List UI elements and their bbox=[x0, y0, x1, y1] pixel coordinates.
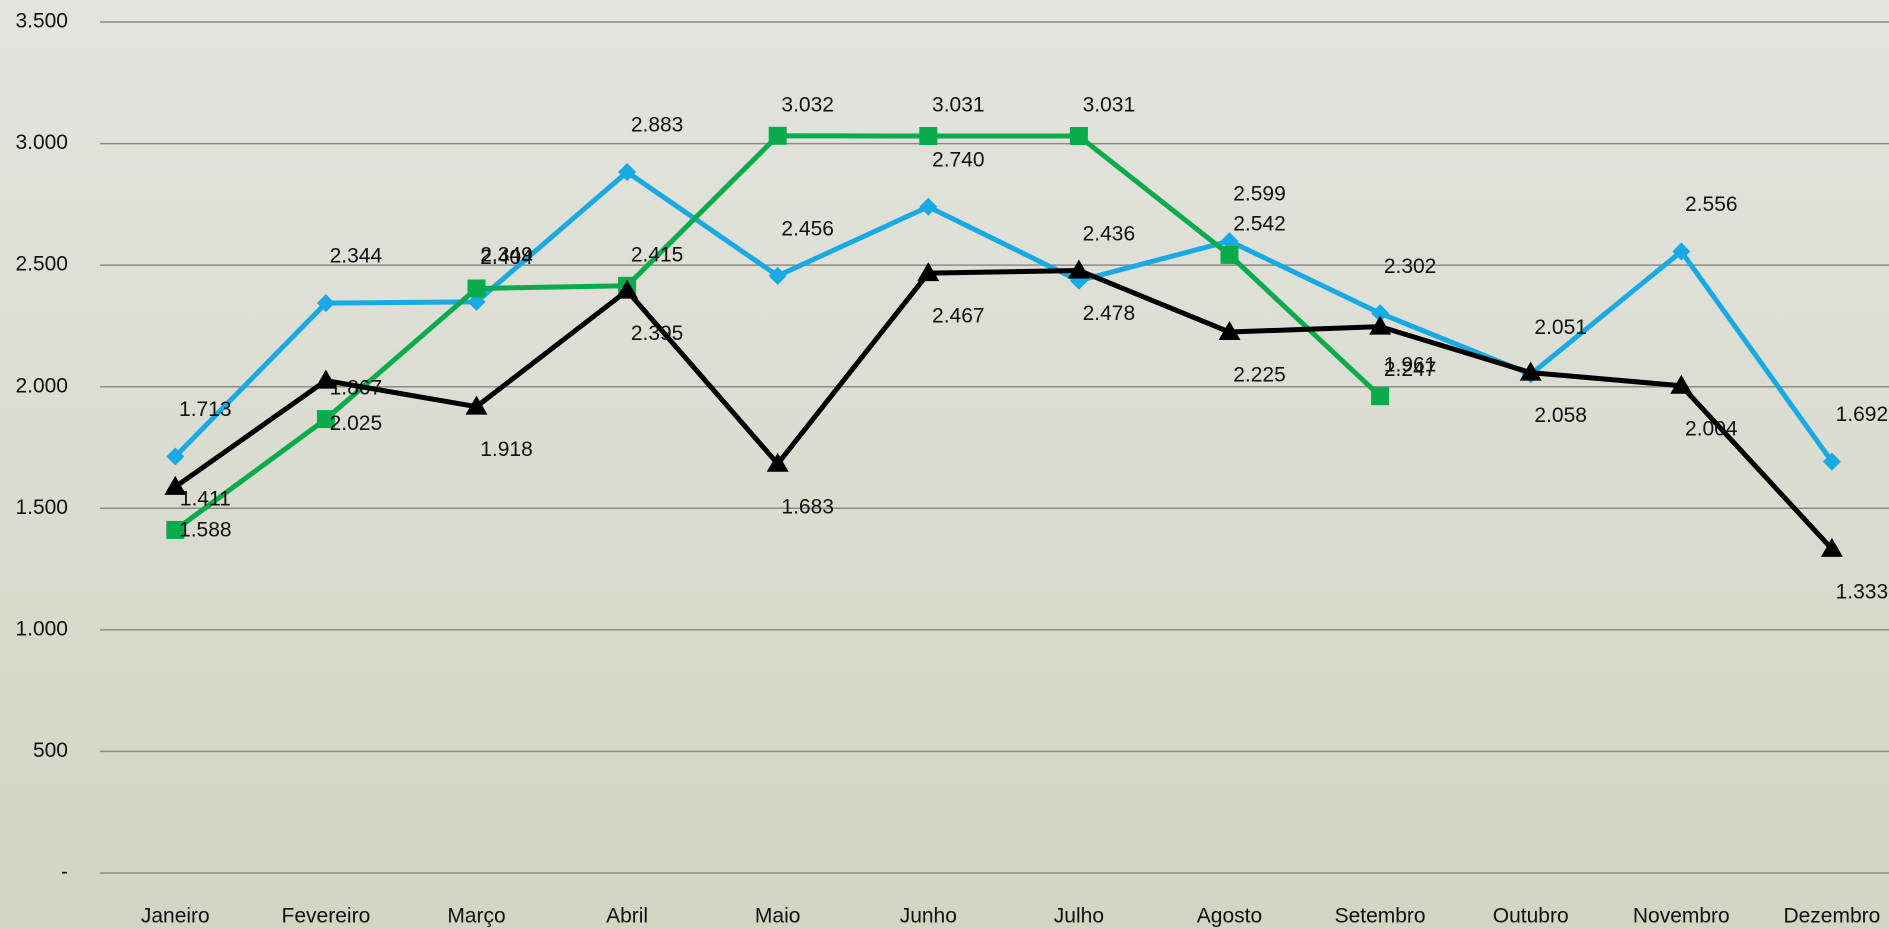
x-tick-label: Maio bbox=[755, 905, 801, 928]
data-label: 2.025 bbox=[330, 412, 383, 435]
x-tick-label: Dezembro bbox=[1783, 905, 1880, 928]
marker bbox=[919, 127, 937, 145]
data-label: 3.031 bbox=[932, 94, 985, 117]
data-label: 2.415 bbox=[631, 243, 684, 266]
data-label: 2.004 bbox=[1685, 417, 1738, 440]
x-tick-label: Outubro bbox=[1493, 905, 1569, 928]
data-label: 2.225 bbox=[1233, 364, 1286, 387]
y-tick-label: 3.500 bbox=[15, 10, 68, 33]
data-label: 1.333 bbox=[1836, 580, 1889, 603]
data-label: 1.713 bbox=[179, 398, 232, 421]
data-label: 3.032 bbox=[781, 93, 834, 116]
y-tick-label: 1.000 bbox=[15, 617, 68, 640]
y-tick-label: 2.500 bbox=[15, 253, 68, 276]
data-label: 1.692 bbox=[1836, 403, 1889, 426]
marker bbox=[1221, 246, 1239, 264]
data-label: 2.058 bbox=[1534, 404, 1587, 427]
marker bbox=[769, 127, 787, 145]
marker bbox=[1371, 387, 1389, 405]
data-label: 1.918 bbox=[480, 438, 533, 461]
data-label: 2.556 bbox=[1685, 193, 1738, 216]
y-tick-label: - bbox=[61, 861, 68, 884]
data-label: 2.344 bbox=[330, 245, 383, 268]
data-label: 2.542 bbox=[1233, 212, 1286, 235]
marker bbox=[919, 198, 937, 216]
data-label: 2.395 bbox=[631, 322, 684, 345]
data-label: 3.031 bbox=[1083, 94, 1136, 117]
data-label: 1.683 bbox=[781, 495, 834, 518]
x-tick-label: Junho bbox=[900, 905, 957, 928]
y-tick-label: 2.000 bbox=[15, 374, 68, 397]
data-label: 2.599 bbox=[1233, 183, 1286, 206]
data-label: 2.247 bbox=[1384, 358, 1437, 381]
x-tick-label: Setembro bbox=[1335, 905, 1426, 928]
marker bbox=[1070, 127, 1088, 145]
y-tick-label: 3.000 bbox=[15, 131, 68, 154]
data-label: 1.588 bbox=[179, 518, 232, 541]
data-label: 2.456 bbox=[781, 217, 834, 240]
x-tick-label: Novembro bbox=[1633, 905, 1730, 928]
data-label: 2.051 bbox=[1534, 316, 1587, 339]
x-tick-label: Julho bbox=[1054, 905, 1104, 928]
x-tick-label: Janeiro bbox=[141, 905, 210, 928]
data-label: 2.467 bbox=[932, 305, 985, 328]
marker bbox=[468, 279, 486, 297]
chart: - 500 1.000 1.500 2.000 2.500 3.000 3.500 Janeir… bbox=[0, 0, 1889, 929]
x-tick-label: Abril bbox=[606, 905, 648, 928]
data-label: 1.411 bbox=[180, 487, 231, 510]
x-tick-label: Fevereiro bbox=[282, 905, 371, 928]
data-label: 2.302 bbox=[1384, 255, 1437, 278]
x-tick-label: Agosto bbox=[1197, 905, 1262, 928]
data-label: 2.740 bbox=[932, 148, 985, 171]
y-tick-label: 1.500 bbox=[15, 496, 68, 519]
x-tick-label: Março bbox=[447, 905, 505, 928]
data-label: 2.478 bbox=[1083, 302, 1136, 325]
data-label: 2.883 bbox=[631, 114, 684, 137]
y-tick-label: 500 bbox=[33, 739, 68, 762]
data-label: 2.436 bbox=[1083, 222, 1136, 245]
data-label: 2.404 bbox=[480, 246, 533, 269]
